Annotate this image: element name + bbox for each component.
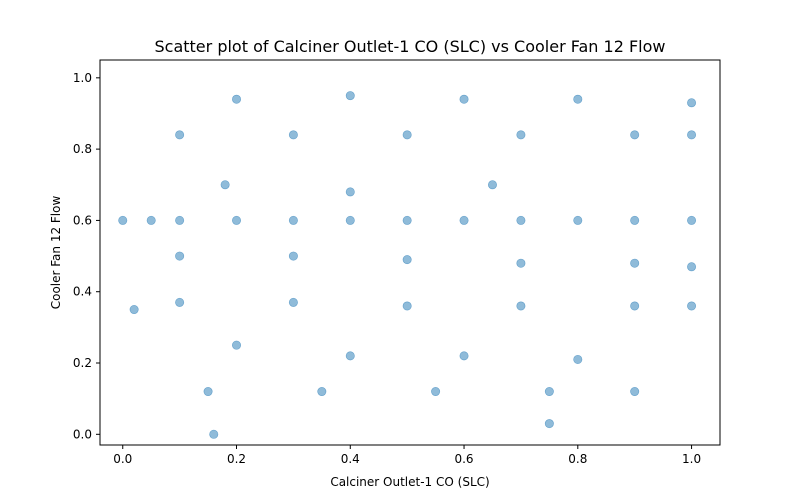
- scatter-point: [345, 91, 355, 101]
- scatter-point: [573, 354, 583, 364]
- scatter-point: [288, 297, 298, 307]
- scatter-point: [516, 258, 526, 268]
- chart-title: Scatter plot of Calciner Outlet-1 CO (SL…: [155, 37, 666, 56]
- scatter-point: [573, 215, 583, 225]
- scatter-point: [288, 130, 298, 140]
- scatter-point: [687, 98, 697, 108]
- y-axis-label: Cooler Fan 12 Flow: [49, 196, 63, 310]
- x-tick-label: 0.8: [568, 452, 587, 466]
- y-tick-label: 0.6: [73, 213, 92, 227]
- scatter-point: [630, 387, 640, 397]
- scatter-point: [516, 301, 526, 311]
- scatter-point: [544, 419, 554, 429]
- scatter-point: [687, 130, 697, 140]
- scatter-point: [459, 94, 469, 104]
- scatter-point: [516, 130, 526, 140]
- scatter-point: [402, 301, 412, 311]
- scatter-point: [630, 301, 640, 311]
- scatter-point: [431, 387, 441, 397]
- scatter-point: [232, 340, 242, 350]
- plot-frame: [99, 59, 721, 446]
- scatter-point: [402, 255, 412, 265]
- scatter-point: [402, 130, 412, 140]
- scatter-point: [175, 251, 185, 261]
- scatter-point: [129, 305, 139, 315]
- scatter-point: [630, 258, 640, 268]
- scatter-point: [175, 215, 185, 225]
- x-tick-label: 0.2: [227, 452, 246, 466]
- scatter-point: [175, 297, 185, 307]
- scatter-point: [687, 215, 697, 225]
- x-axis-label: Calciner Outlet-1 CO (SLC): [330, 475, 489, 489]
- x-tick-label: 0.6: [454, 452, 473, 466]
- y-tick-label: 0.8: [73, 142, 92, 156]
- scatter-point: [687, 301, 697, 311]
- scatter-point: [317, 387, 327, 397]
- scatter-point: [402, 215, 412, 225]
- x-tick-label: 1.0: [682, 452, 701, 466]
- y-tick-label: 0.4: [73, 285, 92, 299]
- scatter-point: [288, 251, 298, 261]
- scatter-point: [232, 215, 242, 225]
- x-axis-ticks: 0.0 0.2 0.4 0.6 0.8 1.0: [113, 445, 701, 466]
- x-tick-label: 0.0: [113, 452, 132, 466]
- scatter-point: [345, 215, 355, 225]
- x-tick-label: 0.4: [341, 452, 360, 466]
- scatter-point: [175, 130, 185, 140]
- scatter-point: [146, 215, 156, 225]
- scatter-point: [573, 94, 583, 104]
- scatter-point: [288, 215, 298, 225]
- scatter-point: [459, 351, 469, 361]
- scatter-point: [203, 387, 213, 397]
- scatter-point: [209, 429, 219, 439]
- scatter-point: [487, 180, 497, 190]
- scatter-point: [345, 187, 355, 197]
- scatter-point: [232, 94, 242, 104]
- scatter-point: [345, 351, 355, 361]
- scatter-point: [220, 180, 230, 190]
- y-tick-label: 1.0: [73, 71, 92, 85]
- scatter-point: [516, 215, 526, 225]
- scatter-point: [459, 215, 469, 225]
- scatter-point: [687, 262, 697, 272]
- data-points: [118, 91, 697, 439]
- y-tick-label: 0.0: [73, 427, 92, 441]
- scatter-point: [630, 130, 640, 140]
- y-tick-label: 0.2: [73, 356, 92, 370]
- scatter-point: [118, 215, 128, 225]
- scatter-point: [544, 387, 554, 397]
- scatter-point: [630, 215, 640, 225]
- y-axis-ticks: 0.0 0.2 0.4 0.6 0.8 1.0: [73, 71, 100, 441]
